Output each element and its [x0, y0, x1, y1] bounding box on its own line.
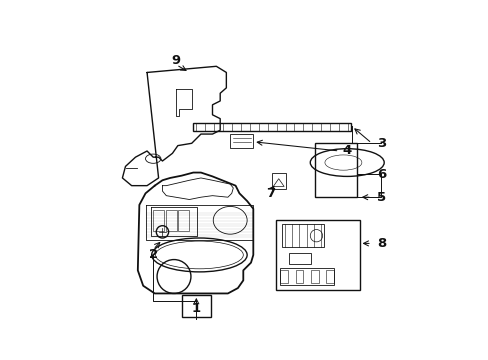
- Bar: [314, 143, 357, 197]
- Text: 8: 8: [377, 237, 386, 250]
- Bar: [310, 270, 318, 283]
- Bar: [289, 253, 310, 264]
- Text: 2: 2: [148, 248, 158, 261]
- Bar: [281, 224, 324, 247]
- Text: 6: 6: [377, 168, 386, 181]
- Text: 4: 4: [342, 144, 351, 157]
- Bar: [193, 122, 350, 131]
- Text: 5: 5: [377, 191, 386, 204]
- Bar: [280, 268, 333, 285]
- Text: 9: 9: [171, 54, 181, 67]
- Bar: [280, 270, 287, 283]
- Bar: [182, 295, 210, 316]
- Text: 1: 1: [191, 302, 201, 315]
- Bar: [230, 134, 253, 148]
- Bar: [326, 270, 333, 283]
- Bar: [166, 210, 177, 231]
- Bar: [153, 210, 163, 231]
- Bar: [271, 172, 285, 189]
- Bar: [295, 270, 303, 283]
- Text: 3: 3: [377, 137, 386, 150]
- Text: 7: 7: [265, 187, 274, 200]
- Bar: [276, 220, 359, 289]
- Bar: [178, 210, 188, 231]
